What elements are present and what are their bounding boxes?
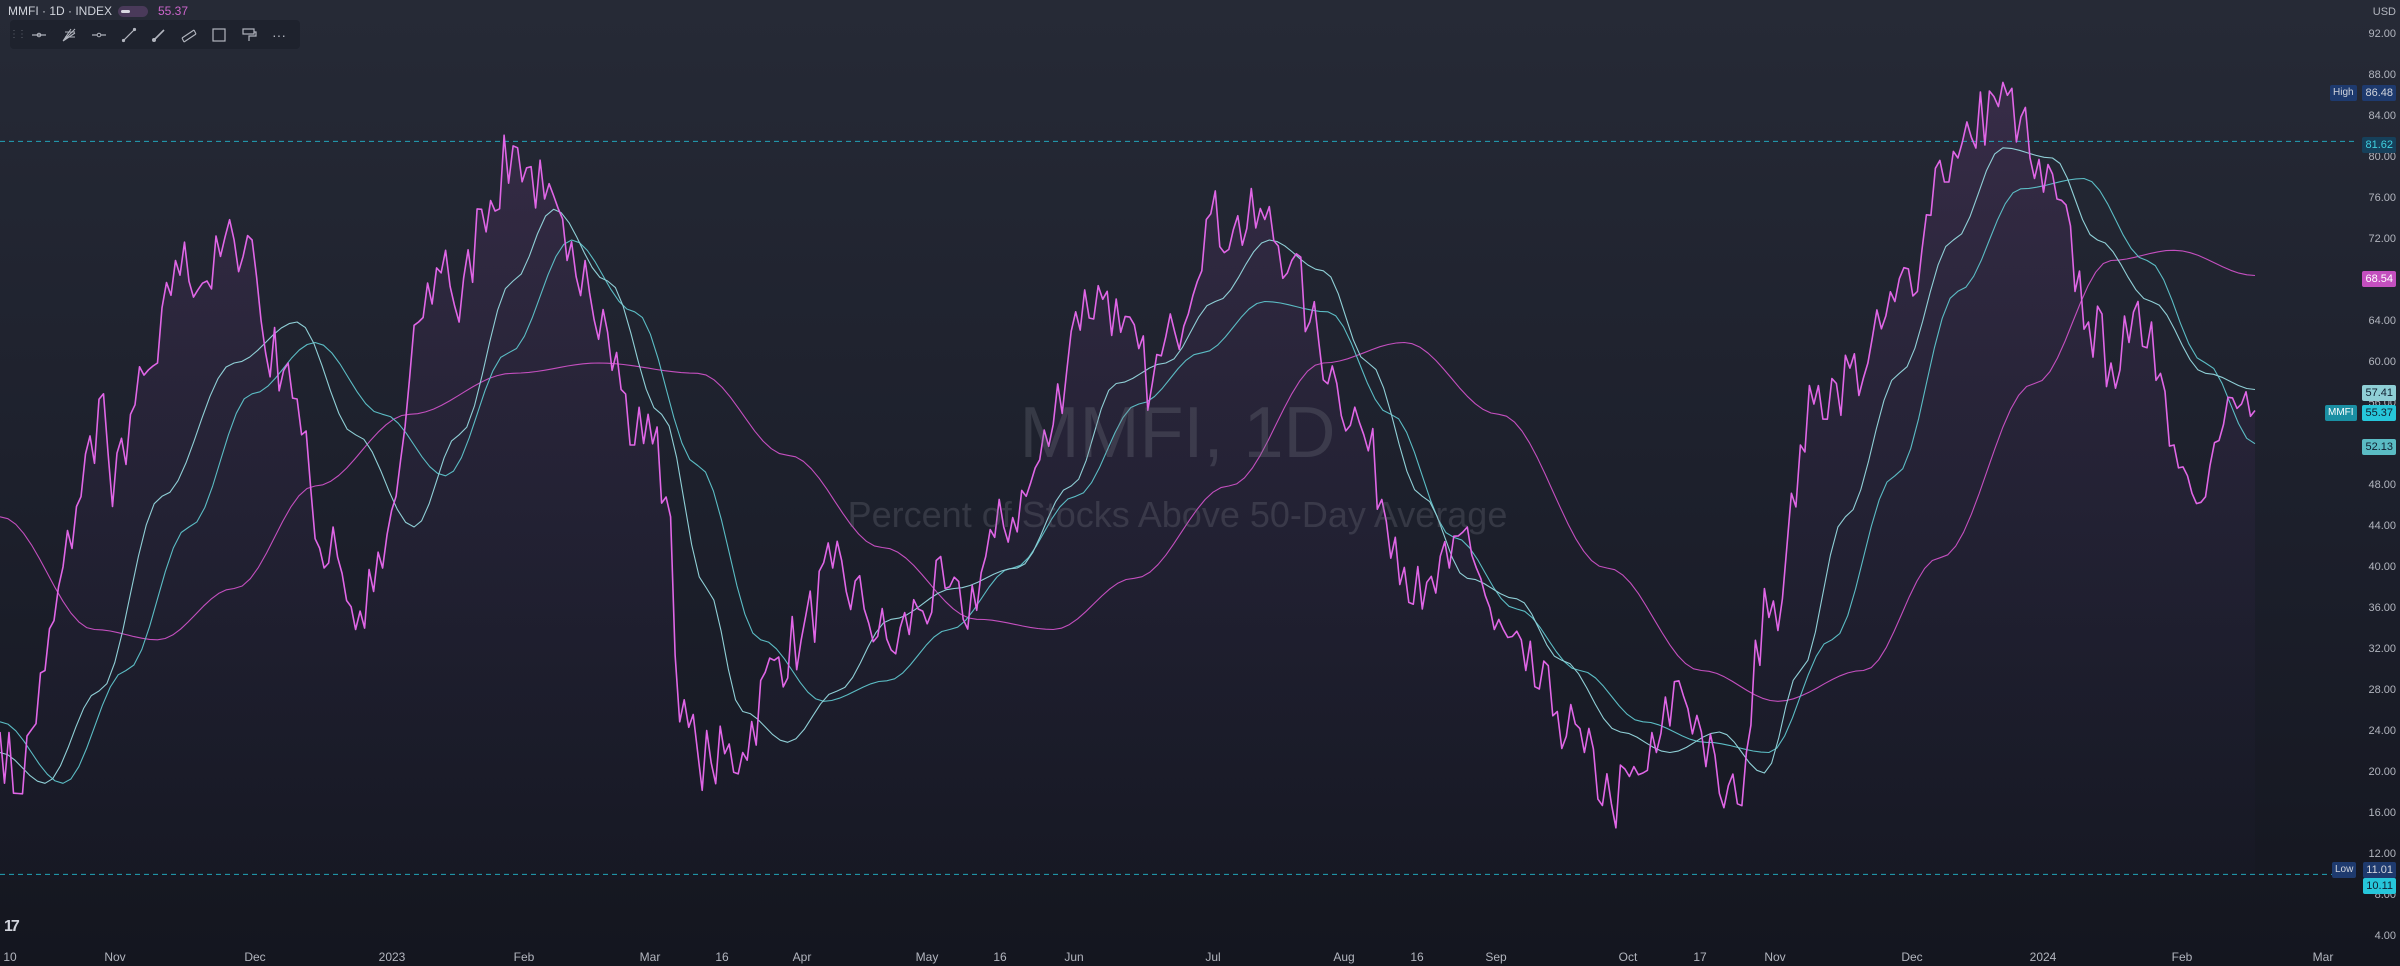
low-value-tag: 11.01: [2363, 862, 2396, 878]
price-area-fill: [0, 82, 2255, 880]
time-tick-label: Aug: [1333, 950, 1355, 964]
more-icon[interactable]: ···: [272, 26, 286, 43]
channel-icon[interactable]: [174, 20, 204, 49]
price-tick-label: 48.00: [2368, 479, 2396, 491]
low-label: Low: [2332, 862, 2357, 878]
price-tick-label: 24.00: [2368, 725, 2396, 737]
ma-mid-tag: 52.13: [2362, 439, 2396, 455]
ray-icon[interactable]: [84, 20, 114, 49]
time-tick-label: Jun: [1064, 950, 1084, 964]
ma-long-tag: 68.54: [2362, 271, 2396, 287]
symbol-label: MMFI: [2325, 405, 2357, 421]
grip-icon[interactable]: ⋮⋮: [9, 29, 27, 40]
series-line-mmfi[interactable]: [0, 81, 2256, 829]
upper-line-tag: 81.62: [2362, 137, 2396, 153]
brush-icon[interactable]: [144, 20, 174, 49]
series-line-ma-mid[interactable]: [0, 177, 2256, 784]
price-tick-label: 76.00: [2368, 192, 2396, 204]
horizontal-line-icon[interactable]: [24, 20, 54, 49]
price-tick-label: 92.00: [2368, 28, 2396, 40]
rectangle-icon[interactable]: [204, 20, 234, 49]
time-tick-label: Mar: [639, 950, 661, 964]
time-tick-label: Jul: [1205, 950, 1221, 964]
ma-short-tag: 57.41: [2362, 385, 2396, 401]
time-tick-label: Feb: [2171, 950, 2193, 964]
price-scale[interactable]: USD 92.0088.0084.0080.0076.0072.0068.006…: [2355, 0, 2400, 966]
high-value-tag: 86.48: [2362, 85, 2396, 101]
price-tick-label: 60.00: [2368, 356, 2396, 368]
legend-title[interactable]: MMFI · 1D · INDEX: [8, 4, 112, 18]
price-tick-label: 28.00: [2368, 684, 2396, 696]
lower-line-tag: 10.11: [2363, 878, 2396, 894]
time-tick-label: May: [915, 950, 939, 964]
high-label: High: [2330, 85, 2357, 101]
last-price-tag: 55.37: [2362, 405, 2396, 421]
time-tick-label: 2024: [2029, 950, 2057, 964]
time-tick-label: Feb: [513, 950, 535, 964]
price-tick-label: 12.00: [2368, 848, 2396, 860]
price-tick-label: 80.00: [2368, 151, 2396, 163]
drawing-toolbar: ⋮⋮ ···: [9, 20, 300, 49]
time-tick-label: 10: [3, 950, 17, 964]
price-tick-label: 36.00: [2368, 602, 2396, 614]
legend-value: 55.37: [158, 4, 189, 18]
price-tick-label: 84.00: [2368, 110, 2396, 122]
time-tick-label: 16: [993, 950, 1007, 964]
time-tick-label: 16: [715, 950, 729, 964]
price-tick-label: 88.00: [2368, 69, 2396, 81]
visibility-toggle-icon[interactable]: [118, 5, 148, 17]
price-tick-label: 64.00: [2368, 315, 2396, 327]
time-tick-label: Dec: [244, 950, 266, 964]
time-tick-label: Apr: [792, 950, 812, 964]
time-tick-label: Sep: [1485, 950, 1507, 964]
time-tick-label: Nov: [104, 950, 126, 964]
price-tick-label: 20.00: [2368, 766, 2396, 778]
gann-fan-icon[interactable]: [54, 20, 84, 49]
currency-label[interactable]: USD: [2372, 6, 2396, 18]
trend-line-icon[interactable]: [114, 20, 144, 49]
series-line-ma-short[interactable]: [0, 147, 2256, 784]
series-line-ma-long[interactable]: [0, 249, 2256, 702]
price-tick-label: 40.00: [2368, 561, 2396, 573]
tradingview-logo-icon[interactable]: 17: [4, 918, 20, 935]
price-tick-label: 44.00: [2368, 520, 2396, 532]
price-tick-label: 32.00: [2368, 643, 2396, 655]
time-tick-label: Oct: [1618, 950, 1638, 964]
paint-roller-icon[interactable]: [234, 20, 264, 49]
time-tick-label: 16: [1410, 950, 1424, 964]
price-tick-label: 4.00: [2374, 930, 2396, 942]
time-tick-label: Mar: [2312, 950, 2334, 964]
time-tick-label: Dec: [1901, 950, 1923, 964]
time-tick-label: 17: [1693, 950, 1707, 964]
time-tick-label: Nov: [1764, 950, 1786, 964]
price-tick-label: 16.00: [2368, 807, 2396, 819]
time-tick-label: 2023: [378, 950, 406, 964]
price-tick-label: 72.00: [2368, 233, 2396, 245]
legend-bar[interactable]: MMFI · 1D · INDEX 55.37: [8, 3, 188, 19]
